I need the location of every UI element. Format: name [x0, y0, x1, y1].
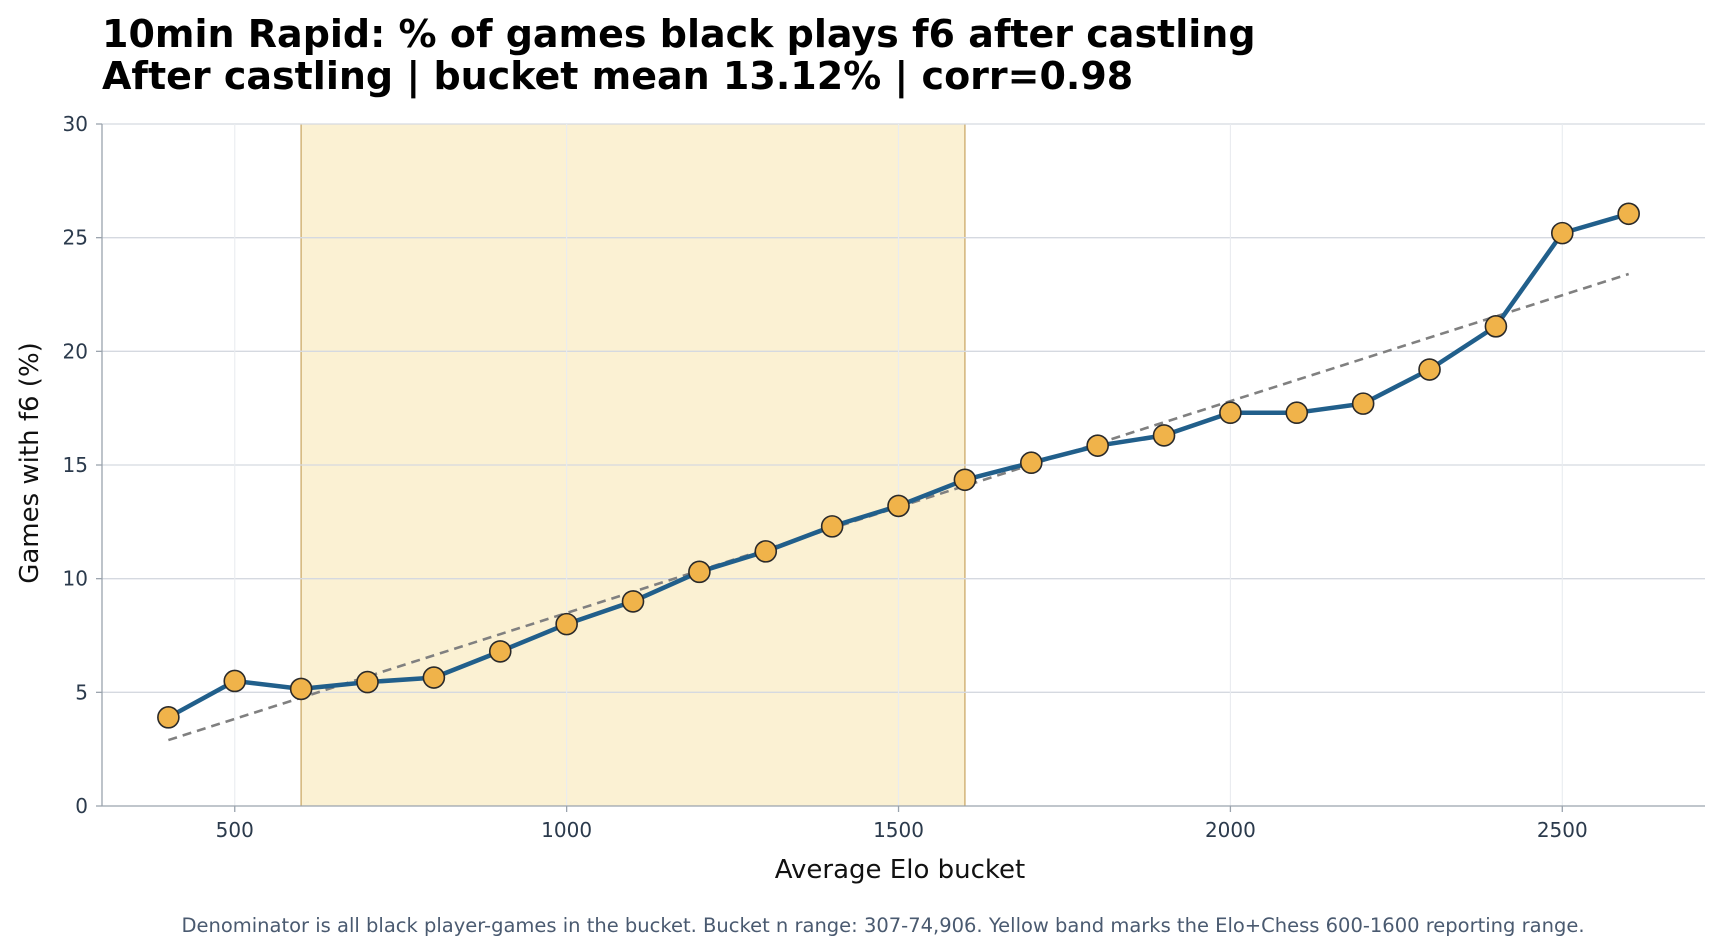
data-point — [688, 560, 711, 584]
data-point — [953, 468, 977, 492]
data-point — [1285, 401, 1309, 425]
axis-layer — [96, 123, 1705, 812]
y-tick-label: 15 — [63, 453, 88, 477]
tick-label-layer: 0 5 10 15 20 25 30 500 1000 1500 2000 2500 — [63, 112, 1588, 842]
chart-subtitle: After castling | bucket mean 13.12% | co… — [102, 54, 1133, 99]
data-point — [555, 612, 578, 636]
data-point — [1550, 221, 1574, 245]
x-axis-label: Average Elo bucket — [775, 855, 1025, 885]
y-tick-label: 25 — [63, 226, 88, 250]
data-point — [1484, 315, 1508, 338]
y-tick-label: 5 — [75, 680, 88, 704]
y-axis-label: Games with f6 (%) — [15, 342, 45, 584]
data-point — [422, 666, 446, 689]
y-tick-label: 20 — [63, 339, 88, 363]
y-tick-label: 10 — [63, 567, 88, 591]
data-point — [1219, 401, 1242, 425]
x-tick-label: 2500 — [1537, 818, 1588, 842]
data-point — [1019, 451, 1043, 475]
x-tick-label: 2000 — [1205, 818, 1256, 842]
data-point — [1152, 424, 1176, 447]
data-point — [754, 540, 778, 563]
y-tick-label: 30 — [63, 112, 88, 136]
footnote: Denominator is all black player-games in… — [181, 914, 1584, 937]
data-point — [820, 515, 844, 538]
y-tick-label: 0 — [75, 794, 88, 818]
data-point — [157, 706, 180, 729]
marker-layer — [157, 202, 1640, 729]
data-point — [1351, 392, 1375, 415]
x-tick-label: 1500 — [873, 818, 924, 842]
data-point — [1418, 358, 1441, 381]
data-point — [1086, 434, 1109, 457]
data-point — [289, 677, 313, 701]
data-point — [887, 494, 910, 518]
chart-title: 10min Rapid: % of games black plays f6 a… — [102, 12, 1256, 56]
x-tick-label: 1000 — [541, 818, 592, 842]
x-tick-label: 500 — [216, 818, 254, 842]
data-point — [488, 640, 512, 663]
data-point — [621, 590, 645, 613]
data-point — [1617, 202, 1640, 226]
data-point — [223, 669, 247, 693]
data-point — [356, 670, 379, 694]
